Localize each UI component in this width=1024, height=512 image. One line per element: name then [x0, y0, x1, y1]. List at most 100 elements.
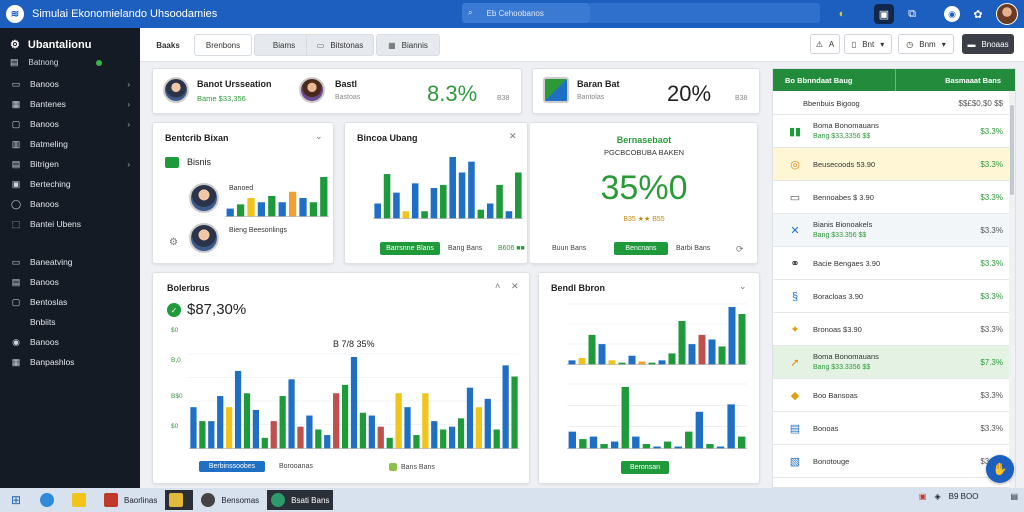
chart-bar	[393, 192, 400, 219]
volume-icon[interactable]: ◈	[934, 492, 941, 501]
close-icon[interactable]: ✕	[509, 131, 517, 141]
panel-row[interactable]: ▮▮ Boma Bonomauans Bang $33,3356 $$ $3.3%	[773, 115, 1015, 148]
chart-bar	[678, 320, 686, 365]
panel-row[interactable]: ⚭ Bacie Bengaes 3.90 $3.3%	[773, 247, 1015, 280]
card-subtitle: PGCBCOBUBA BAKEN	[603, 148, 685, 157]
kpi-side-label: B38	[497, 95, 510, 102]
settings-icon[interactable]: ✿	[973, 8, 983, 21]
help-icon[interactable]: ◉	[944, 6, 960, 22]
chart-bar	[738, 436, 746, 449]
chart-bar	[653, 446, 661, 449]
expand-icon[interactable]: ˄	[495, 281, 501, 291]
chat-icon[interactable]: ▣	[874, 4, 894, 24]
tabs-row: Baaks Brenbons Biams ▭ Bitstonas ▦ Biannis…	[140, 28, 1024, 62]
taskbar-app-2[interactable]	[165, 490, 194, 510]
person-name: Bieng Beesonlings	[229, 227, 287, 234]
chart-bar	[359, 412, 367, 449]
panel-header-left[interactable]: Bo Bbnndaat Baug	[785, 75, 853, 85]
sidebar-item-label: Banoos	[30, 337, 59, 347]
chevron-down-icon[interactable]: ⌄	[739, 281, 747, 291]
notification-icon[interactable]: ◐	[838, 8, 846, 20]
box-icon: ▢	[11, 296, 21, 307]
window-icon[interactable]: ⧉	[908, 7, 916, 20]
sidebar-item[interactable]: ▦ Bantenes ›	[0, 94, 140, 114]
bar-chart-trends-top	[567, 303, 747, 365]
panel-row[interactable]: ✕ Bianis Bionoakels Bang $33.356 $$ $3.3%	[773, 214, 1015, 247]
sidebar-item[interactable]: ▢ Bentoslas	[0, 292, 140, 312]
notification-icon[interactable]: ▤	[1010, 492, 1018, 501]
sidebar-item[interactable]: ▤ Bitrigen ›	[0, 154, 140, 174]
chart-bar	[589, 436, 598, 449]
person-name: Banot Ursseation	[197, 79, 272, 89]
search-input[interactable]: ⌕ Eb Cehoobanos	[462, 3, 590, 23]
sidebar-item[interactable]: ▭ Baneatving	[0, 252, 140, 272]
kpi-card-growth: Baran Bat Bantolas 20% B38	[532, 68, 760, 114]
chevron-down-icon[interactable]: ⌄	[315, 131, 323, 141]
dashboard-icon: ⚙	[10, 39, 20, 51]
tab-bitstonas[interactable]: ▭ Bitstonas	[306, 34, 374, 56]
user-avatar[interactable]	[996, 3, 1018, 25]
tab-brenbons[interactable]: Brenbons	[194, 34, 252, 56]
person-name: Banoed	[229, 185, 254, 192]
legend-button[interactable]: Beronsan	[621, 461, 669, 474]
panel-row[interactable]: ◎ Beusecoods 53.90 $3.3%	[773, 148, 1015, 181]
taskbar-app-1[interactable]: Baorlinas	[100, 490, 161, 510]
refresh-icon[interactable]: ⟳	[736, 244, 744, 254]
close-icon[interactable]: ✕	[511, 281, 519, 291]
chart-bar	[234, 370, 242, 449]
sidebar-header[interactable]: ⚙ Ubantalionu	[0, 28, 140, 52]
scrollbar-thumb[interactable]	[1010, 105, 1014, 195]
row-name: Boma Bonomauans	[813, 352, 879, 361]
view-select[interactable]: ◷ Bnm ▾	[898, 34, 954, 54]
app-icon	[169, 493, 184, 507]
tab-baaks[interactable]: Baaks	[148, 34, 188, 56]
scrollbar[interactable]	[1009, 91, 1015, 489]
sidebar-nav-primary: ▭ Banoos › ▦ Bantenes › ▢ Banoos › ▥ Batmeling ▤ Bit…	[0, 74, 140, 234]
chart-bar	[404, 407, 411, 449]
tab-biannis[interactable]: ▦ Biannis	[376, 34, 440, 56]
legend-label: Beronsan	[630, 464, 660, 471]
legend-button[interactable]: Barrsnne Blans	[380, 242, 440, 255]
chart-bar	[333, 393, 340, 449]
export-button[interactable]: ▬ Bnoaas	[962, 34, 1014, 54]
panel-row[interactable]: ➚ Boma Bonomauans Bang $33.3356 $$ $7.3%	[773, 346, 1015, 379]
sidebar-item[interactable]: ▢ Banoos ›	[0, 114, 140, 134]
panel-row[interactable]: ▭ Bennoabes $ 3.90 $3.3%	[773, 181, 1015, 214]
taskbar-folder-icon[interactable]	[68, 490, 96, 510]
sidebar-item[interactable]: ▤ Banoos	[0, 272, 140, 292]
period-select[interactable]: ▯ Bnt ▾	[844, 34, 892, 54]
start-menu-icon[interactable]: ⊞	[10, 493, 22, 507]
panel-row[interactable]: § Boracloas 3.90 $3.3%	[773, 280, 1015, 313]
gear-icon[interactable]: ⚙	[169, 237, 178, 248]
sidebar-item[interactable]: ◉ Banoos	[0, 332, 140, 352]
tray-app-icon[interactable]: ▣	[918, 492, 927, 501]
panel-row[interactable]: ◆ Boo Bansoas $3.3%	[773, 379, 1015, 412]
sidebar-item[interactable]: ▣ Berteching	[0, 174, 140, 194]
assistant-fab-icon[interactable]: ✋	[986, 455, 1014, 483]
legend-label: Barbi Bans	[676, 245, 711, 252]
sidebar-item[interactable]: ⬚ Bantei Ubens	[0, 214, 140, 234]
chart-bar	[658, 360, 666, 365]
taskbar-browser-icon[interactable]	[36, 490, 64, 510]
tab-biams[interactable]: Biams	[254, 34, 314, 56]
taskbar-app-3[interactable]: Bensomas	[197, 490, 263, 510]
row-name: Bennoabes $ 3.90	[813, 192, 874, 202]
panel-header-right[interactable]: Basmaaat Bans	[945, 75, 1001, 85]
panel-row[interactable]: ▤ Bonoas $3.3%	[773, 412, 1015, 445]
summary-row[interactable]: Bbenbuis Bigoog $$£$0,$0 $$	[773, 91, 1015, 115]
sidebar-item[interactable]: ▥ Batmeling	[0, 134, 140, 154]
chart-bar	[568, 431, 576, 449]
search-field-extension[interactable]	[590, 3, 820, 23]
panel-row[interactable]: ▧Bonotouge$3.3%	[773, 445, 1015, 478]
summary-value: $87,30%	[187, 301, 247, 318]
sidebar-item[interactable]: ▭ Banoos ›	[0, 74, 140, 94]
sidebar-item[interactable]: ◯ Banoos	[0, 194, 140, 214]
filter-button[interactable]: ⚠ A	[810, 34, 840, 54]
legend-button[interactable]: Bencnans	[614, 242, 668, 255]
sidebar-item[interactable]: Bnbiits	[0, 312, 140, 332]
panel-row[interactable]: ✦ Bronoas $3.90 $3.3%	[773, 313, 1015, 346]
app-logo-icon[interactable]: ≋	[6, 5, 24, 23]
legend-button[interactable]: Berbinssoobes	[199, 461, 265, 472]
sidebar-item[interactable]: ▦ Banpashlos	[0, 352, 140, 372]
taskbar-app-4[interactable]: Bsati Bans	[267, 490, 334, 510]
